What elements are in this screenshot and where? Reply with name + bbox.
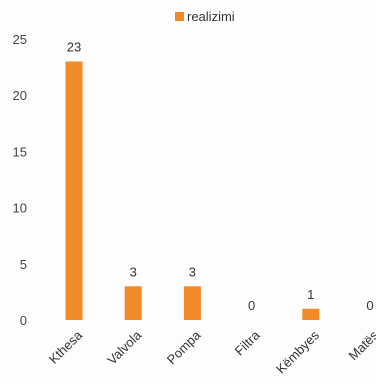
category-label: Filtra [232,327,264,359]
y-tick-label: 0 [20,313,27,328]
y-tick-label: 5 [20,257,27,272]
y-tick-label: 10 [13,201,27,216]
y-tick-label: 15 [13,144,27,159]
category-label: Këmbyes [273,327,322,376]
data-label: 0 [248,298,255,313]
bars [66,61,320,320]
legend-swatch [175,12,184,21]
category-label: Pompa [164,327,204,367]
data-labels: 23 3 3 0 1 0 [67,39,374,313]
bar [184,286,201,320]
y-axis-ticks: 0 5 10 15 20 25 [13,32,27,328]
category-label: Valvola [104,327,145,368]
bar [125,286,142,320]
category-labels: Kthesa Valvola Pompa Filtra Këmbyes Matës [46,327,376,376]
bar [66,61,83,320]
category-label: Matës [345,327,376,363]
legend: realizimi [175,9,235,24]
data-label: 0 [366,298,373,313]
data-label: 1 [307,287,314,302]
category-label: Kthesa [46,327,86,367]
y-tick-label: 20 [13,88,27,103]
y-tick-label: 25 [13,32,27,47]
data-label: 23 [67,39,81,54]
bar [302,309,319,320]
data-label: 3 [189,264,196,279]
data-label: 3 [130,264,137,279]
legend-label: realizimi [187,9,235,24]
